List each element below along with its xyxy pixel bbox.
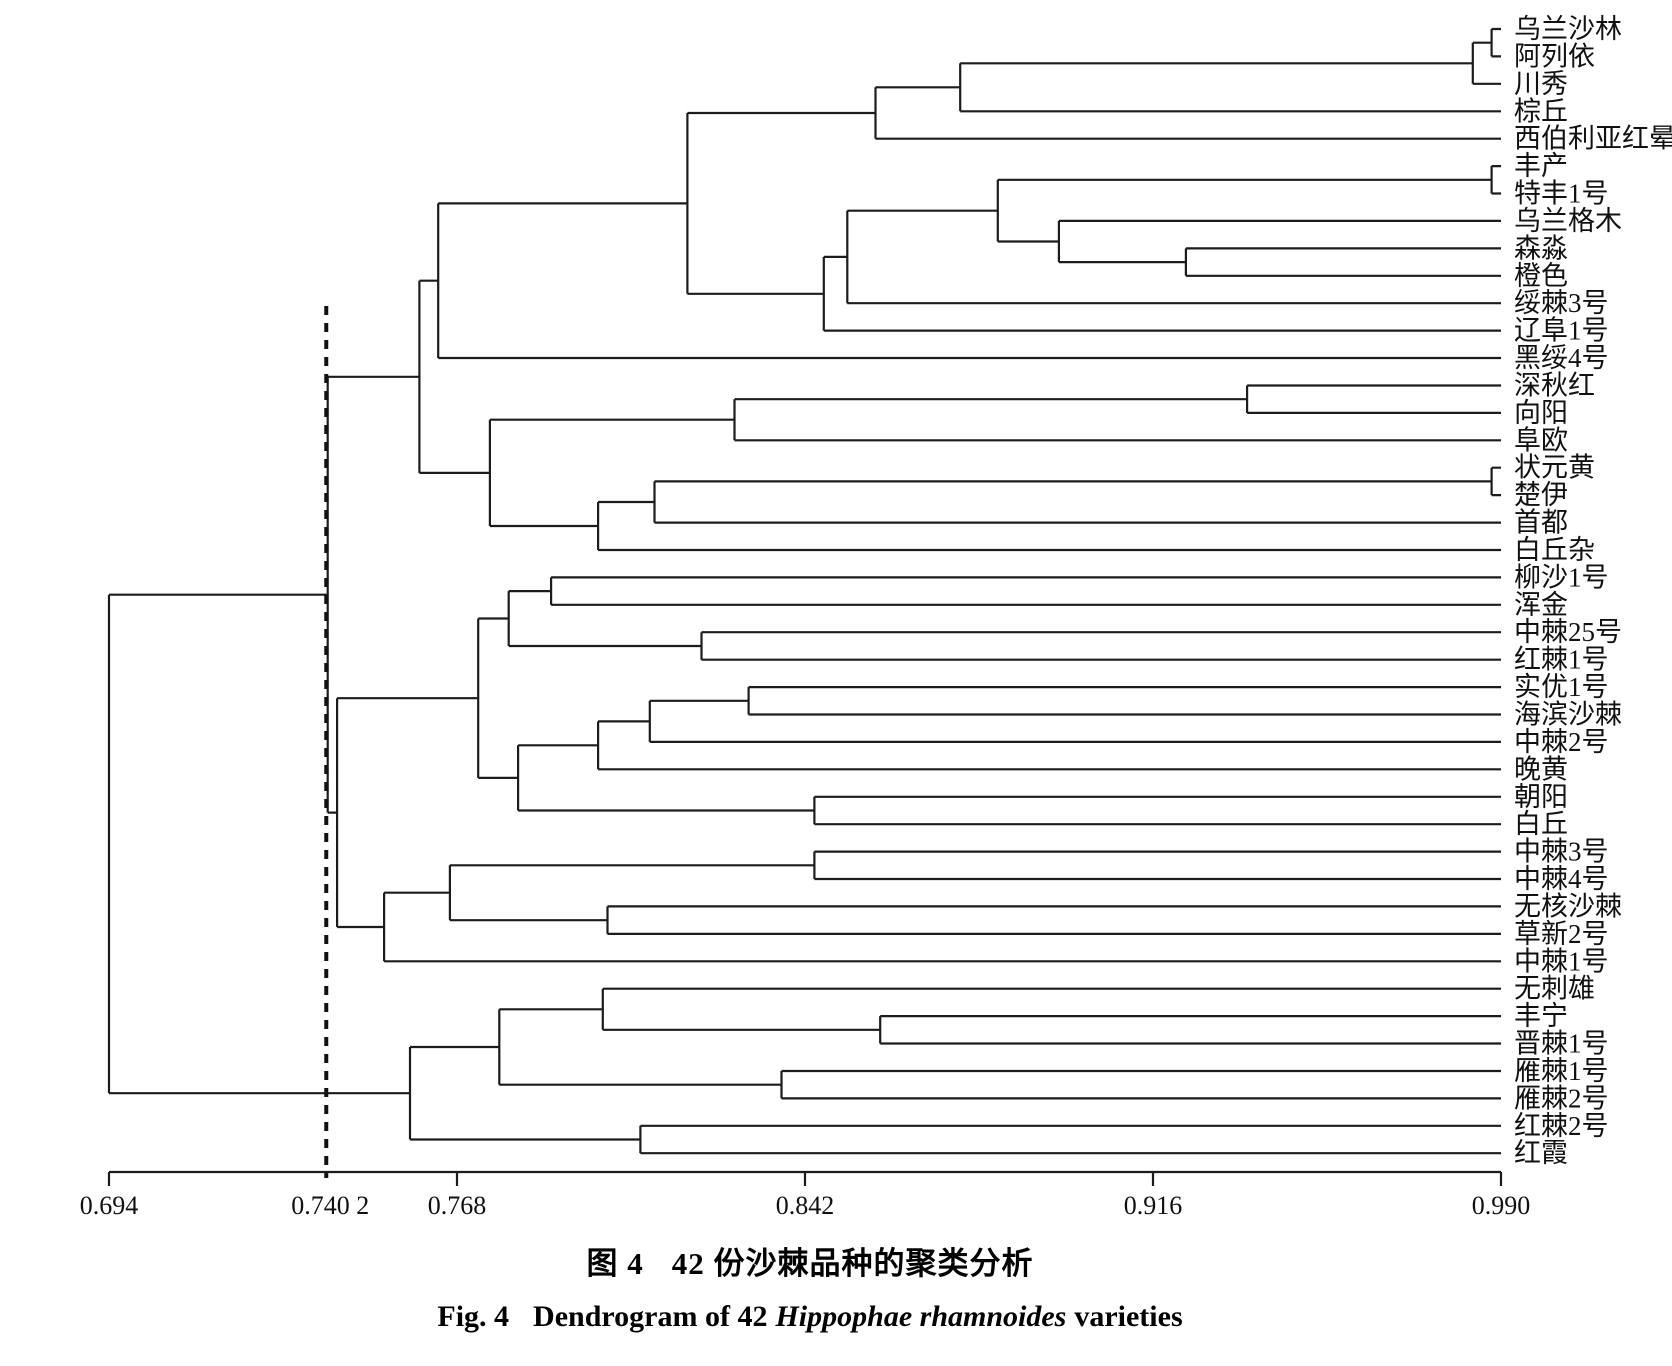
leaf-label: 乌兰沙林 xyxy=(1514,14,1622,44)
leaf-label: 辽阜1号 xyxy=(1514,316,1609,346)
leaf-label: 黑绥4号 xyxy=(1514,343,1609,373)
leaf-label: 中棘25号 xyxy=(1514,617,1622,647)
leaf-label: 实优1号 xyxy=(1514,672,1609,702)
leaf-label: 浑金 xyxy=(1514,590,1568,620)
leaf-label: 无核沙棘 xyxy=(1514,891,1622,921)
leaf-label: 红棘2号 xyxy=(1514,1111,1609,1141)
leaf-label: 阜欧 xyxy=(1514,425,1568,455)
leaf-label: 首都 xyxy=(1514,508,1568,538)
caption-en-species: Hippophae rhamnoides xyxy=(775,1300,1067,1333)
leaf-label: 晚黄 xyxy=(1514,754,1568,784)
leaf-label: 柳沙1号 xyxy=(1514,562,1609,592)
leaf-label: 丰宁 xyxy=(1514,1001,1568,1031)
leaf-label: 中棘1号 xyxy=(1514,946,1609,976)
leaf-label: 阿列依 xyxy=(1514,41,1595,71)
leaf-label: 红棘1号 xyxy=(1514,645,1609,675)
leaf-label: 向阳 xyxy=(1514,398,1568,428)
leaf-label: 楚伊 xyxy=(1514,480,1568,510)
leaf-label: 雁棘1号 xyxy=(1514,1056,1609,1086)
caption-english: Fig. 4 Dendrogram of 42 Hippophae rhamnoid… xyxy=(0,1300,1620,1334)
leaf-label: 中棘2号 xyxy=(1514,727,1609,757)
axis-tick-label: 0.990 xyxy=(1472,1191,1531,1220)
leaf-label: 棕丘 xyxy=(1514,96,1568,126)
leaf-label: 特丰1号 xyxy=(1514,179,1609,209)
leaf-label: 状元黄 xyxy=(1514,453,1595,483)
caption-chinese: 图 4 42 份沙棘品种的聚类分析 xyxy=(0,1238,1620,1283)
leaf-label: 海滨沙棘 xyxy=(1514,700,1622,730)
leaf-label: 无刺雄 xyxy=(1514,974,1595,1004)
caption-zh-label: 图 4 xyxy=(586,1246,644,1281)
leaf-label: 深秋红 xyxy=(1514,370,1595,400)
leaf-label: 白丘杂 xyxy=(1514,535,1595,565)
leaf-label: 红霞 xyxy=(1514,1138,1568,1168)
leaf-label: 川秀 xyxy=(1514,69,1568,99)
leaf-label: 乌兰格木 xyxy=(1514,206,1622,236)
leaf-label: 草新2号 xyxy=(1514,919,1609,949)
leaf-label: 中棘4号 xyxy=(1514,864,1609,894)
threshold-label: 0.740 2 xyxy=(291,1191,369,1220)
dendrogram-links xyxy=(107,27,1501,1155)
axis-tick-label: 0.694 xyxy=(80,1191,139,1220)
axis-tick-label: 0.768 xyxy=(428,1191,487,1220)
leaf-label: 朝阳 xyxy=(1514,782,1568,812)
leaf-label: 橙色 xyxy=(1514,261,1568,291)
dendrogram-chart: 0.694 0.768 0.842 0.916 0.990 0.740 2 乌兰沙林 阿列依川… xyxy=(80,14,1672,1220)
leaf-label: 晋棘1号 xyxy=(1514,1029,1609,1059)
caption-zh-text: 42 份沙棘品种的聚类分析 xyxy=(671,1246,1034,1281)
axis-tick-label: 0.916 xyxy=(1124,1191,1183,1220)
figure-captions: 图 4 42 份沙棘品种的聚类分析 Fig. 4 Dendrogram of 42 H… xyxy=(0,1238,1620,1334)
dendrogram-svg: 0.694 0.768 0.842 0.916 0.990 0.740 2 乌兰沙林阿列依川… xyxy=(80,14,1672,1220)
leaf-label: 中棘3号 xyxy=(1514,837,1609,867)
caption-en-label: Fig. 4 xyxy=(437,1300,510,1333)
leaf-label: 白丘 xyxy=(1514,809,1568,839)
axis-tick-label: 0.842 xyxy=(776,1191,835,1220)
leaf-label: 绥棘3号 xyxy=(1514,288,1609,318)
leaf-label: 雁棘2号 xyxy=(1514,1083,1609,1113)
leaf-label: 丰产 xyxy=(1514,151,1568,181)
leaf-label: 西伯利亚红晕 xyxy=(1514,124,1672,154)
caption-en-prefix: Dendrogram of 42 xyxy=(533,1300,768,1333)
leaf-label: 森淼 xyxy=(1514,233,1568,263)
caption-en-suffix: varieties xyxy=(1074,1300,1183,1333)
